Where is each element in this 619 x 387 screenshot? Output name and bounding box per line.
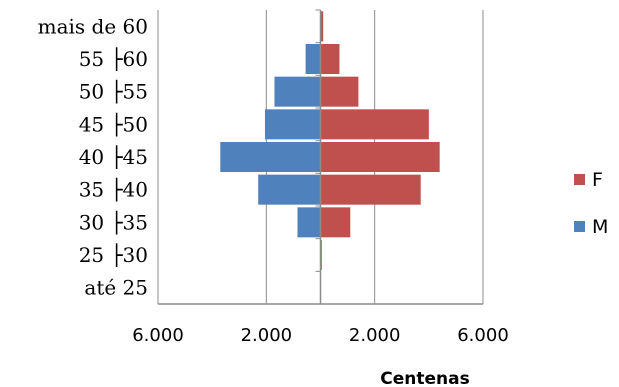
legend-label-f: F [592,169,603,191]
bar-f-1 [320,44,340,74]
x-axis-title: Centenas [380,369,469,387]
category-label-3: 45 ├50 [79,112,148,136]
x-tick-label-2: 2.000 [349,325,401,346]
category-label-8: até 25 [84,276,148,300]
legend-swatch-m [574,221,585,232]
x-tick-labels: 6.000 2.000 2.000 6.000 [132,325,509,346]
bar-f-5 [320,174,421,205]
x-tick-label-3: 6.000 [457,325,509,346]
bar-m-2 [274,76,321,107]
x-tick-label-0: 6.000 [132,325,184,346]
bar-f-2 [320,76,359,107]
axes [158,9,483,305]
category-label-2: 50 ├55 [79,80,148,104]
category-label-5: 35 ├40 [79,178,148,202]
bar-m-4 [220,142,321,172]
category-label-7: 25 ├30 [79,243,148,267]
bar-f-4 [320,142,440,172]
x-tick-label-1: 2.000 [241,325,293,346]
bars [220,11,440,270]
category-label-4: 40 ├45 [79,145,148,169]
bar-f-3 [320,109,429,140]
legend-label-m: M [592,216,608,238]
bar-m-1 [305,44,321,74]
bar-m-6 [297,207,321,238]
category-label-0: mais de 60 [38,14,148,38]
category-labels: mais de 60 55 ├60 50 ├55 45 ├50 40 ├45 35 ├40… [38,14,148,299]
category-label-6: 30 ├35 [79,210,148,234]
bar-m-5 [258,174,321,205]
legend: FM [574,169,608,238]
legend-swatch-f [574,174,585,185]
category-label-1: 55 ├60 [79,47,148,71]
bar-f-0 [320,11,324,42]
bar-m-3 [264,109,321,140]
bar-f-6 [320,207,351,238]
